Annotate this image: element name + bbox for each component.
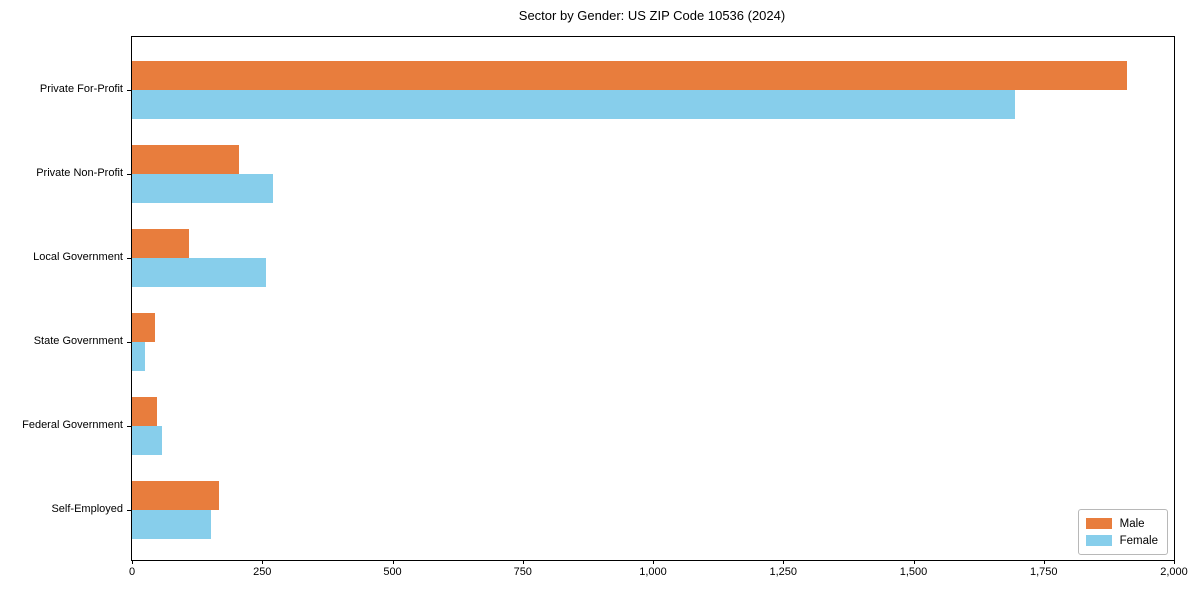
x-tick-label: 500	[383, 566, 402, 578]
x-tick-label: 2,000	[1160, 566, 1188, 578]
y-axis-label: Private For-Profit	[39, 83, 123, 95]
x-tick-mark	[392, 560, 394, 564]
x-tick-label: 0	[128, 566, 136, 578]
male-series-swatch	[1085, 518, 1112, 529]
bar-male-2	[132, 145, 239, 174]
female-series-swatch	[1085, 535, 1112, 546]
x-tick-mark	[653, 560, 654, 564]
x-tick-mark	[522, 560, 524, 564]
y-tick-mark	[127, 342, 131, 343]
y-tick-mark	[127, 426, 131, 427]
y-axis-label: Federal Government	[22, 419, 123, 431]
legend-item-male: Male	[1085, 515, 1158, 532]
legend-label-female: Female	[1119, 534, 1158, 547]
x-tick-mark	[913, 560, 915, 564]
y-tick-mark	[127, 258, 131, 259]
bar-male-3	[132, 229, 189, 258]
plot-area: 0 250 500 750 1,000 1,250 1,500 1,750 2,000 Male…	[127, 36, 1188, 578]
bar-male-1	[132, 61, 1127, 90]
bar-female-4	[132, 342, 145, 371]
bar-female-2	[132, 174, 273, 203]
bar-male-4	[132, 313, 155, 342]
x-tick-label: 1,750	[1029, 566, 1058, 578]
bar-male-6	[132, 481, 219, 510]
x-tick-label: 250	[253, 566, 272, 578]
legend: Male Female	[1077, 509, 1168, 555]
y-tick-mark	[127, 174, 131, 175]
x-tick-mark	[132, 560, 133, 564]
x-tick-label: 1,000	[639, 566, 667, 578]
legend-label-male: Male	[1119, 517, 1145, 530]
y-axis-label: Local Government	[33, 251, 123, 263]
bar-male-5	[132, 397, 157, 426]
x-tick-label: 1,250	[769, 566, 798, 578]
y-tick-mark	[127, 510, 131, 511]
y-axis-label: Self-Employed	[51, 503, 123, 515]
x-tick-mark	[1043, 560, 1045, 564]
y-axis-label: State Government	[33, 335, 123, 347]
y-tick-mark	[127, 90, 131, 91]
bar-female-3	[132, 258, 266, 287]
chart-title: Sector by Gender: US ZIP Code 10536 (202…	[518, 8, 786, 23]
bar-female-5	[132, 426, 162, 455]
x-tick-mark	[1174, 560, 1175, 564]
legend-item-female: Female	[1085, 532, 1158, 549]
y-axis-label: Private Non-Profit	[36, 167, 123, 179]
x-tick-label: 1,500	[899, 566, 928, 578]
bar-female-1	[132, 90, 1015, 119]
x-tick-mark	[262, 560, 264, 564]
x-tick-mark	[783, 560, 785, 564]
bar-female-6	[132, 510, 211, 539]
x-tick-label: 750	[513, 566, 532, 578]
